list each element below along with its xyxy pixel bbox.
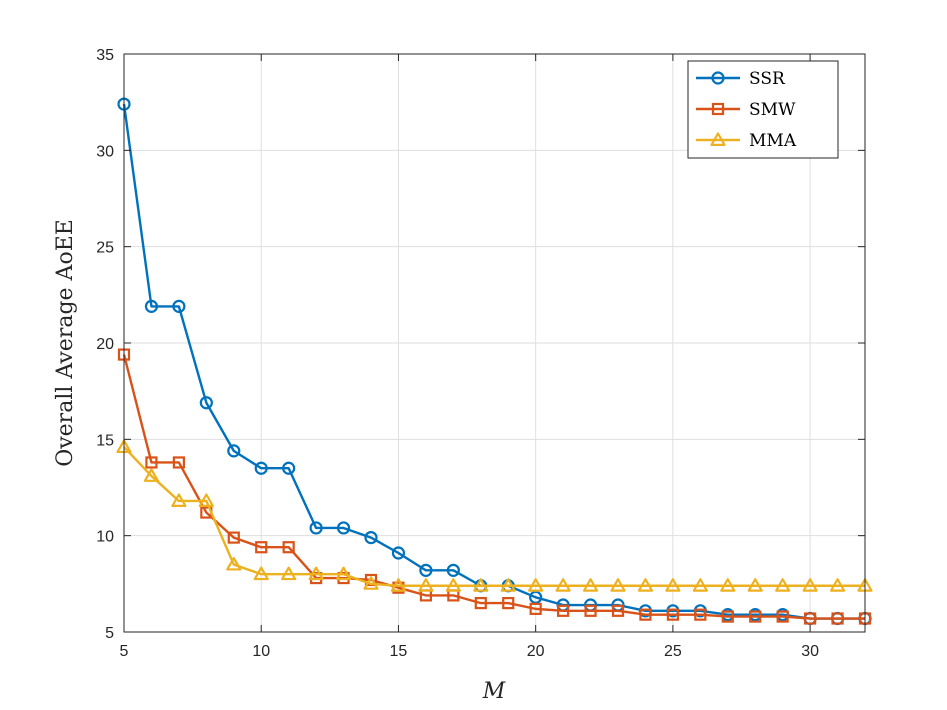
data-point-mma: [720, 578, 736, 592]
x-axis-title: M: [482, 679, 506, 704]
data-point-ssr: [282, 461, 296, 475]
legend-label: SMW: [749, 100, 796, 120]
data-point-mma: [582, 578, 599, 592]
data-point-smw: [557, 604, 570, 617]
data-point-smw: [474, 596, 487, 610]
data-point-smw: [721, 610, 734, 623]
data-point-smw: [502, 596, 515, 610]
data-point-smw: [831, 612, 844, 625]
data-point-smw: [694, 608, 707, 621]
data-point-smw: [776, 610, 789, 623]
y-axis-title: Overall Average AoEE: [53, 219, 78, 467]
grid-lines: [123, 53, 865, 633]
data-point-mma: [610, 578, 626, 592]
data-point-mma: [775, 578, 791, 592]
data-point-smw: [255, 541, 268, 554]
x-tick-label: 20: [527, 643, 545, 660]
data-point-mma: [335, 566, 352, 581]
data-point-mma: [281, 566, 297, 581]
data-point-ssr: [199, 396, 213, 410]
legend-marker: [711, 102, 725, 116]
data-point-smw: [529, 602, 542, 615]
data-point-mma: [829, 578, 846, 592]
series-line-mma: [123, 446, 865, 587]
data-point-mma: [253, 566, 269, 581]
data-point-mma: [143, 468, 160, 482]
data-point-mma: [692, 578, 708, 592]
legend-marker: [711, 71, 725, 85]
data-point-mma: [637, 578, 654, 592]
y-axis-ticks: 5 10 15 20 25 30 35: [96, 47, 865, 642]
data-point-ssr: [336, 521, 351, 535]
data-point-mma: [390, 578, 407, 592]
data-point-smw: [749, 610, 762, 623]
data-point-ssr: [227, 444, 241, 458]
y-tick-label: 20: [96, 336, 114, 353]
data-point-smw: [172, 456, 185, 469]
data-point-mma: [528, 578, 544, 592]
legend-label: SSR: [749, 69, 786, 89]
data-point-smw: [611, 604, 625, 617]
data-point-mma: [555, 578, 571, 592]
data-point-smw: [584, 604, 597, 617]
series-layer: [116, 97, 873, 626]
legend: SSR SMW MMA: [687, 60, 839, 159]
data-point-mma: [500, 578, 516, 592]
data-point-mma: [198, 493, 214, 507]
data-point-smw: [282, 541, 295, 554]
data-point-mma: [473, 578, 489, 592]
series-smw: [117, 348, 872, 625]
data-point-mma: [418, 578, 434, 592]
series-mma: [116, 439, 873, 592]
y-tick-label: 25: [96, 240, 114, 257]
data-point-ssr: [446, 563, 460, 577]
y-tick-label: 15: [96, 432, 114, 449]
legend-item-mma: MMA: [696, 131, 797, 151]
data-point-mma: [802, 578, 818, 592]
data-point-mma: [747, 578, 763, 592]
legend-item-ssr: SSR: [696, 69, 786, 89]
x-tick-label: 5: [120, 643, 129, 660]
data-point-mma: [226, 556, 242, 571]
x-tick-label: 10: [252, 643, 270, 660]
y-tick-label: 5: [105, 625, 114, 642]
y-tick-label: 35: [96, 47, 114, 64]
data-point-mma: [308, 566, 324, 581]
data-point-smw: [804, 612, 817, 625]
data-point-smw: [227, 531, 240, 544]
x-tick-label: 30: [801, 643, 819, 660]
data-point-ssr: [391, 546, 406, 560]
legend-marker: [710, 132, 726, 146]
data-point-mma: [445, 578, 461, 592]
data-point-ssr: [419, 563, 433, 577]
data-point-ssr: [309, 521, 323, 535]
y-tick-label: 10: [96, 529, 114, 546]
data-point-mma: [363, 576, 379, 590]
y-tick-label: 30: [96, 143, 114, 160]
data-point-ssr: [144, 299, 159, 313]
legend-label: MMA: [749, 131, 797, 151]
x-tick-label: 15: [390, 643, 408, 660]
legend-item-smw: SMW: [696, 100, 796, 120]
data-point-ssr: [254, 461, 268, 475]
x-axis-ticks: 5 10 15 20 25 30: [120, 54, 819, 660]
data-point-ssr: [364, 530, 378, 545]
data-point-mma: [171, 493, 187, 507]
data-point-ssr: [172, 299, 186, 313]
series-line-smw: [122, 354, 865, 620]
x-tick-label: 25: [664, 643, 682, 660]
data-point-smw: [145, 456, 158, 469]
data-point-mma: [665, 578, 681, 592]
data-point-smw: [666, 608, 679, 621]
data-point-smw: [639, 608, 652, 621]
